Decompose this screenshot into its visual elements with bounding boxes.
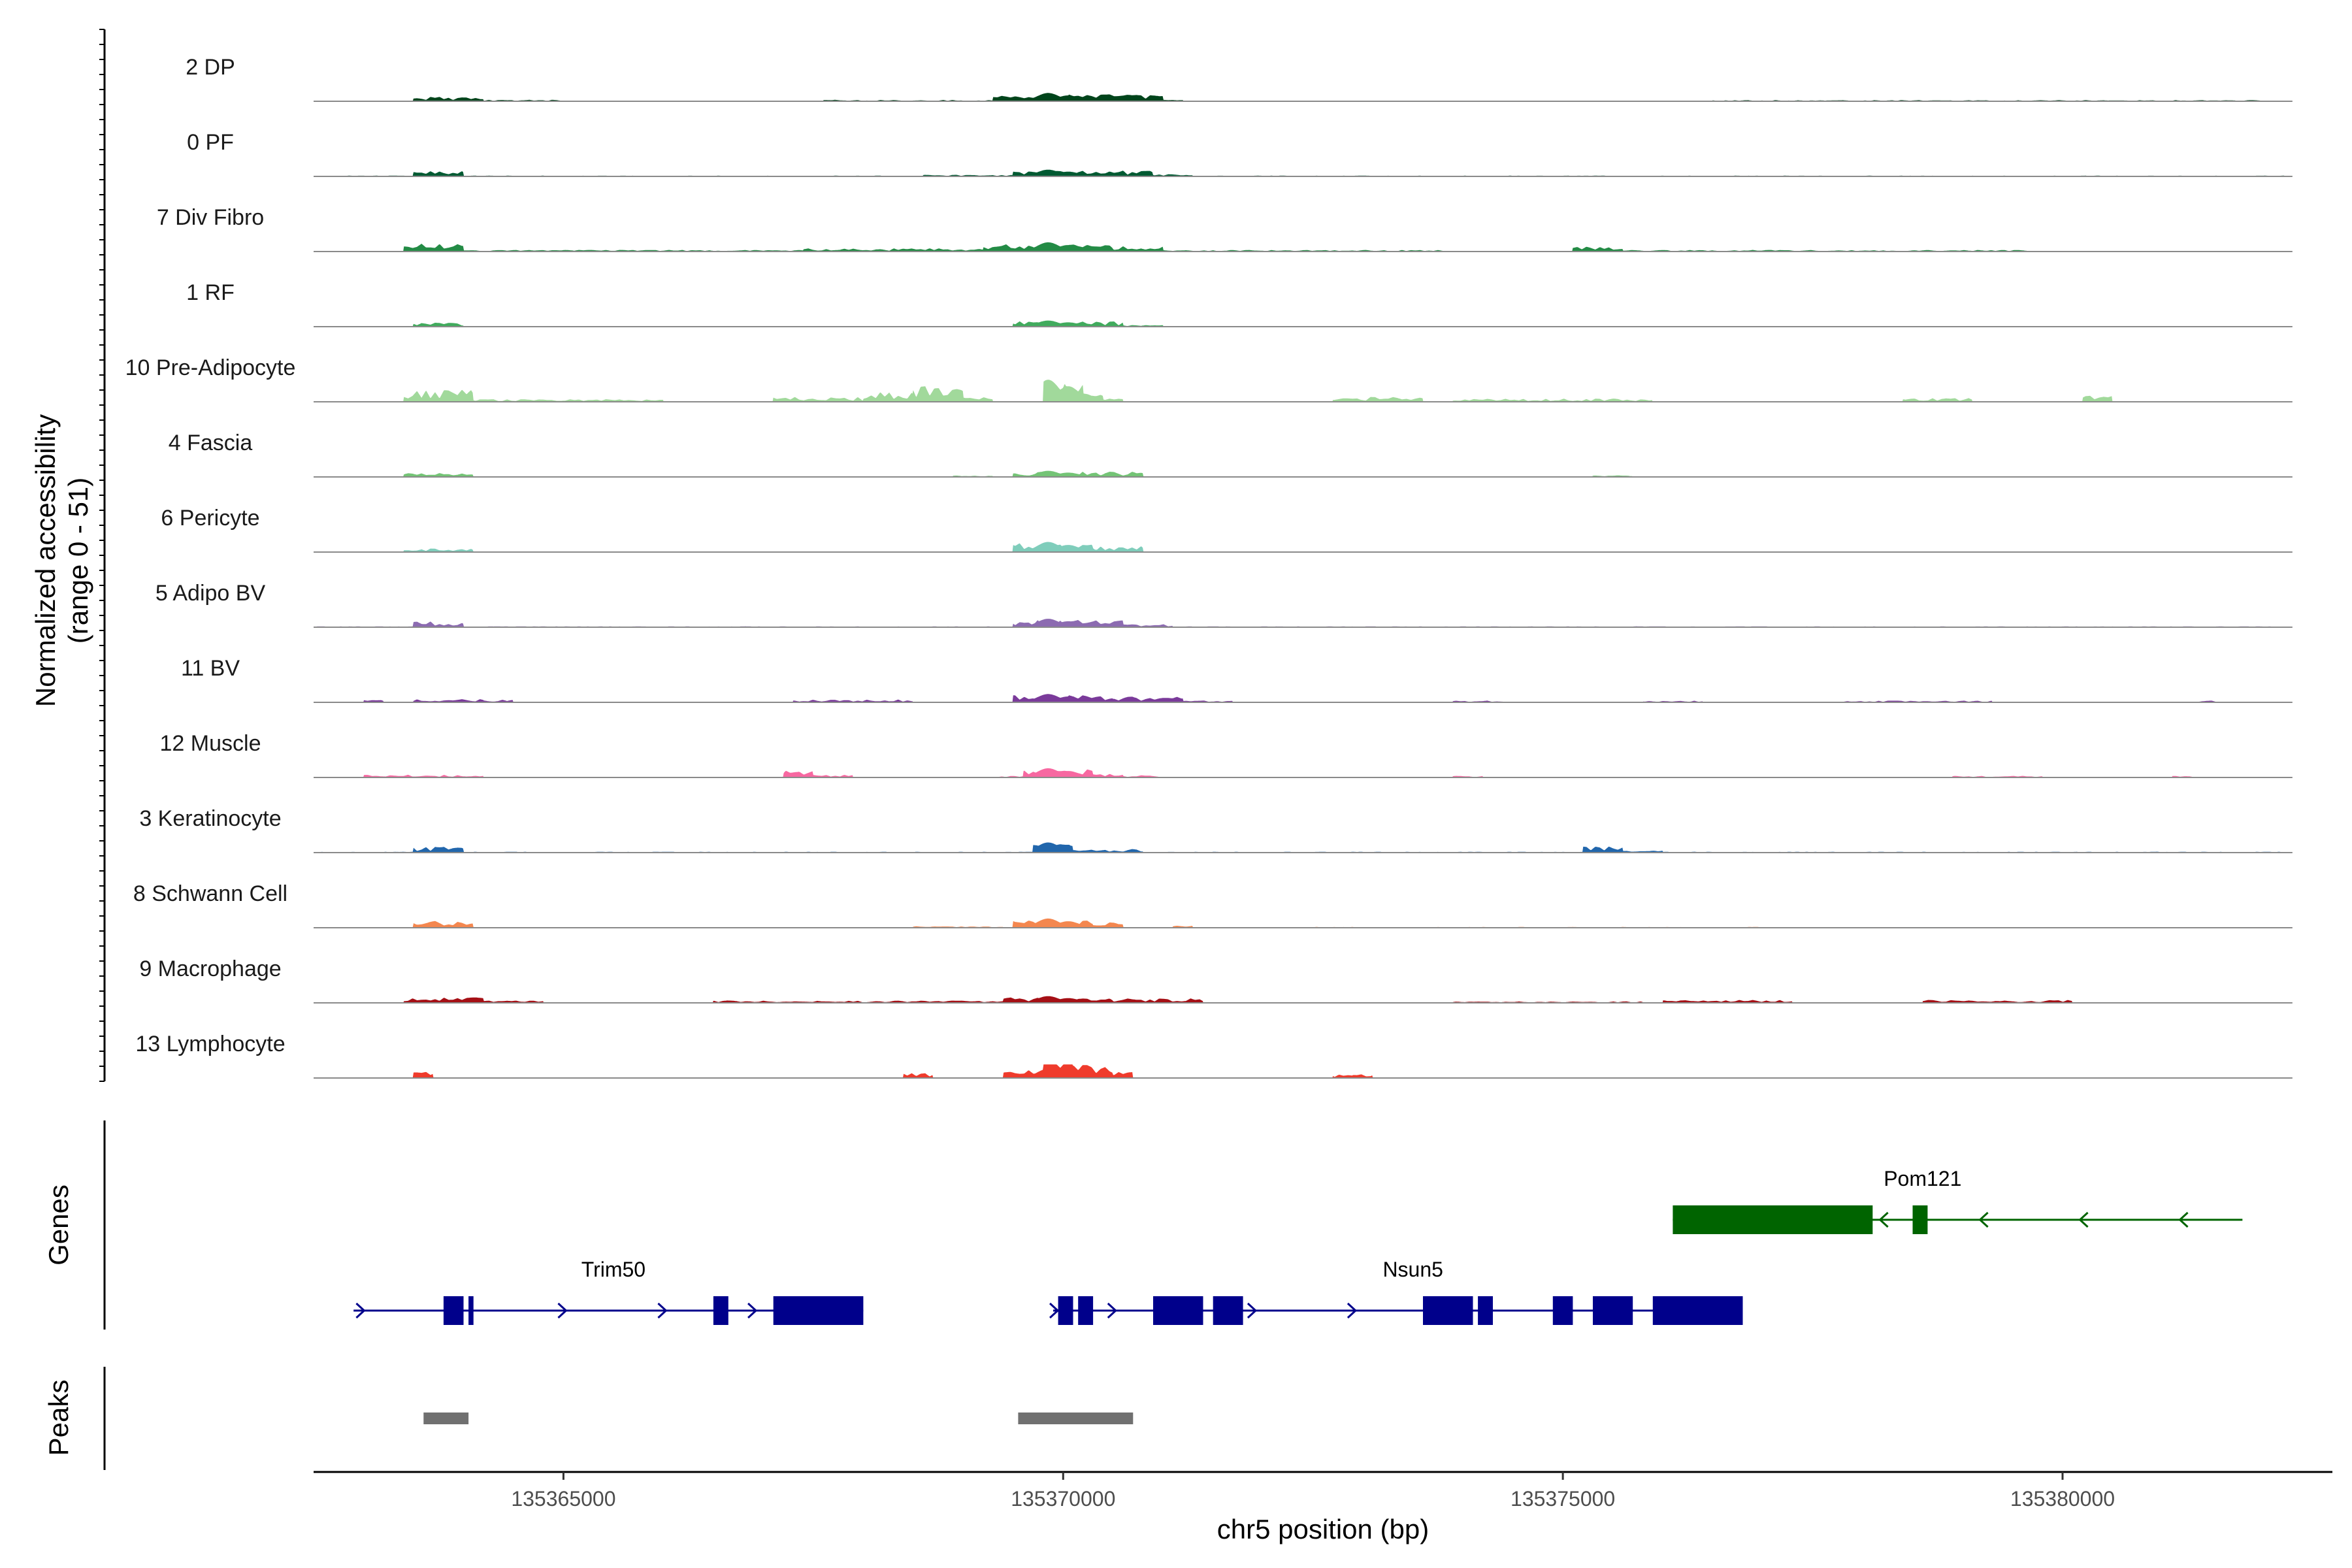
gene-label: Pom121 [1884,1167,1961,1190]
gene-exon [468,1296,474,1325]
gene-trim50: Trim50 [353,1258,864,1325]
track-label: 4 Fascia [169,431,253,455]
strand-arrow-icon [2078,1211,2089,1228]
track-label: 11 BV [181,656,240,681]
gene-exon [1593,1296,1633,1325]
gene-exon [1153,1296,1203,1325]
track-label: 10 Pre-Adipocyte [125,355,296,380]
track-label: 2 DP [186,55,235,80]
gene-exon [1423,1296,1473,1325]
track-label: 1 RF [186,280,235,305]
coverage-axis-title-line1: Normalized accessibility [30,414,61,707]
coverage-area [314,380,2293,402]
gene-exon [1213,1296,1243,1325]
peaks-panel: Peaks [43,1367,1134,1470]
strand-arrow-icon [1347,1302,1358,1319]
peak-region [1018,1413,1134,1424]
coverage-area [314,694,2293,702]
coverage-area [314,918,2293,928]
gene-label: Trim50 [581,1258,645,1281]
track-6-pericyte: 6 Pericyte [161,506,2293,553]
gene-nsun5: Nsun5 [1049,1258,1743,1325]
track-9-macrophage: 9 Macrophage [139,956,2293,1004]
gene-label: Nsun5 [1382,1258,1443,1281]
gene-pom121: Pom121 [1673,1167,2243,1234]
gene-exon [1912,1205,1928,1234]
strand-arrow-icon [1049,1302,1060,1319]
coverage-area [314,619,2293,627]
coverage-area [314,1064,2293,1078]
x-axis-tick-label: 135380000 [2010,1487,2115,1511]
coverage-area [314,242,2293,252]
track-12-muscle: 12 Muscle [160,731,2293,778]
track-8-schwann-cell: 8 Schwann Cell [133,881,2293,928]
track-label: 5 Adipo BV [155,581,266,606]
strand-arrow-icon [2178,1211,2189,1228]
coverage-area [314,996,2293,1003]
peak-region [423,1413,469,1424]
track-label: 12 Muscle [160,731,261,756]
track-label: 6 Pericyte [161,506,259,531]
track-0-pf: 0 PF [187,130,2293,177]
gene-exon [1478,1296,1493,1325]
gene-exon [443,1296,464,1325]
gene-exon [1058,1296,1073,1325]
gene-exon [1652,1296,1743,1325]
coverage-area [314,93,2293,101]
gene-exon [1078,1296,1094,1325]
gene-exon [1673,1205,1873,1234]
track-4-fascia: 4 Fascia [169,431,2293,478]
track-label: 9 Macrophage [139,956,281,981]
gene-exon [1552,1296,1573,1325]
strand-arrow-icon [747,1302,758,1319]
track-label: 8 Schwann Cell [133,881,287,906]
track-7-div-fibro: 7 Div Fibro [157,205,2293,252]
coverage-area [314,768,2293,777]
track-1-rf: 1 RF [186,280,2293,327]
coverage-axis: Normalized accessibility (range 0 - 51) [30,29,106,1082]
coverage-area [314,542,2293,552]
strand-arrow-icon [1978,1211,1989,1228]
track-label: 0 PF [187,130,234,155]
strand-arrow-icon [557,1302,568,1319]
track-2-dp: 2 DP [186,55,2293,102]
x-axis-tick-label: 135370000 [1011,1487,1115,1511]
coverage-axis-title-line2: (range 0 - 51) [63,478,93,644]
track-5-adipo-bv: 5 Adipo BV [155,581,2293,628]
track-11-bv: 11 BV [181,656,2293,703]
coverage-area [314,320,2293,327]
track-3-keratinocyte: 3 Keratinocyte [139,806,2293,853]
strand-arrow-icon [1878,1211,1889,1228]
coverage-area [314,842,2293,853]
coverage-area [314,470,2293,477]
strand-arrow-icon [657,1302,668,1319]
gene-exon [773,1296,864,1325]
x-axis-tick-label: 135365000 [511,1487,615,1511]
track-label: 7 Div Fibro [157,205,264,230]
track-label: 3 Keratinocyte [139,806,281,831]
peaks-panel-title: Peaks [43,1380,74,1456]
genes-panel: Genes Pom121 Trim50 Nsun5 [43,1120,2243,1330]
x-axis: chr5 position (bp) 135365000 135370000 135… [314,1471,2332,1544]
track-label: 13 Lymphocyte [135,1032,285,1056]
strand-arrow-icon [1247,1302,1258,1319]
gene-exon [713,1296,728,1325]
x-axis-title: chr5 position (bp) [1217,1514,1429,1544]
coverage-tracks: 2 DP 0 PF 7 Div Fibro 1 RF 10 Pre-Adipocyte 4… [125,55,2293,1079]
track-13-lymphocyte: 13 Lymphocyte [135,1032,2293,1079]
track-10-pre-adipocyte: 10 Pre-Adipocyte [125,355,2293,402]
strand-arrow-icon [355,1302,366,1319]
x-axis-tick-label: 135375000 [1511,1487,1615,1511]
genes-panel-title: Genes [43,1184,74,1266]
coverage-area [314,169,2293,176]
strand-arrow-icon [1107,1302,1117,1319]
